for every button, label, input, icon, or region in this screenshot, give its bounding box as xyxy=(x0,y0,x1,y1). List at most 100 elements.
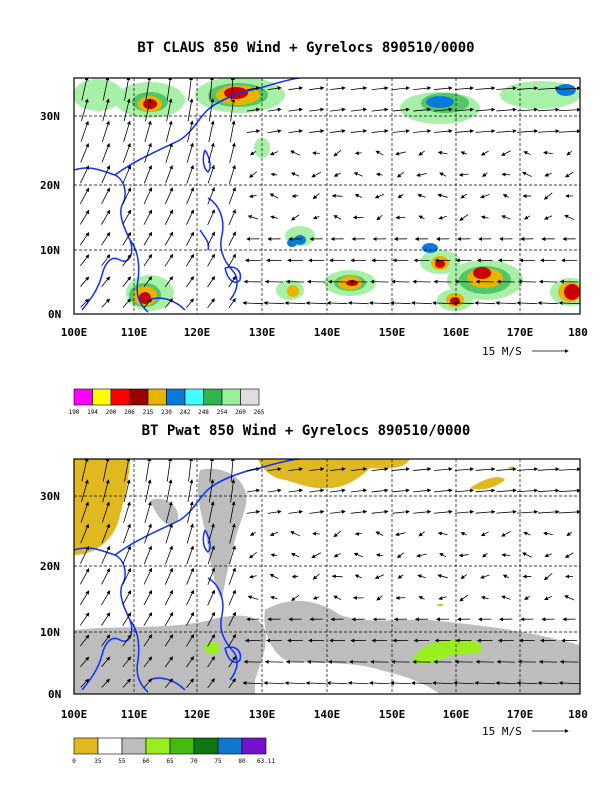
wind-vector xyxy=(413,129,432,134)
wind-vector xyxy=(228,298,236,309)
wind-vector xyxy=(187,98,194,122)
colorbar-swatch xyxy=(147,388,167,406)
wind-vector xyxy=(475,467,496,472)
wind-vector xyxy=(188,459,193,482)
wind-vector xyxy=(242,300,264,305)
wind-vector xyxy=(79,232,90,246)
wind-vector xyxy=(123,98,131,122)
wind-vector xyxy=(207,298,215,309)
wind-vector xyxy=(80,501,89,523)
wind-vector xyxy=(101,298,111,308)
wind-vector xyxy=(434,467,453,472)
wind-vector xyxy=(480,595,489,600)
wind-vector xyxy=(330,488,346,493)
wind-vector xyxy=(417,193,426,198)
wind-vector xyxy=(124,459,131,482)
colorbar-label: 190 xyxy=(69,409,80,416)
wind-vector xyxy=(395,532,406,537)
wind-vector xyxy=(371,86,389,91)
wind-vector xyxy=(416,173,427,177)
wind-vector xyxy=(165,164,173,184)
wind-vector xyxy=(288,509,304,514)
wind-vector xyxy=(516,681,538,686)
wind-vector xyxy=(432,300,453,305)
wind-vector xyxy=(246,509,261,514)
wind-vector xyxy=(122,523,131,544)
wind-vector xyxy=(543,531,553,536)
wind-vector xyxy=(453,300,475,305)
lon-label: 130E xyxy=(249,708,276,721)
colorbar-label: 254 xyxy=(217,409,228,416)
wind-vector xyxy=(228,209,236,226)
wind-vector xyxy=(144,523,152,544)
wind-vector xyxy=(143,656,153,668)
wind-vector xyxy=(544,172,552,177)
wind-vector xyxy=(123,501,131,523)
wind-vector xyxy=(269,151,279,156)
wind-vector xyxy=(143,165,152,184)
wind-vector xyxy=(208,479,215,503)
wind-vector xyxy=(122,545,131,564)
wind-vector xyxy=(164,276,174,288)
wind-vector xyxy=(229,501,236,524)
wind-vector xyxy=(480,531,489,537)
wind-vector xyxy=(371,467,389,472)
wind-vector xyxy=(102,78,110,101)
wind-vector xyxy=(330,129,346,134)
wind-vector xyxy=(186,567,194,585)
wind-vector xyxy=(496,467,517,472)
lon-label: 170E xyxy=(507,708,534,721)
wind-vector xyxy=(228,678,236,689)
wind-vector xyxy=(185,611,194,627)
wind-vector xyxy=(122,590,132,606)
colorbar-swatch xyxy=(73,388,93,406)
wind-vector xyxy=(354,194,362,198)
colorbar-swatch xyxy=(110,388,130,406)
wind-vector xyxy=(228,231,236,246)
wind-vector xyxy=(517,509,539,514)
panel-2-lon-labels: 100E 110E 120E 130E 140E 150E 160E 170E … xyxy=(61,708,588,721)
wind-vector xyxy=(291,193,299,198)
wind-vector xyxy=(80,276,90,287)
lat-label: 10N xyxy=(40,244,60,257)
colorbar-label: 260 xyxy=(235,409,246,416)
wind-vector xyxy=(207,275,215,288)
wind-vector xyxy=(496,488,517,493)
wind-vector xyxy=(397,194,404,199)
wind-vector xyxy=(475,86,496,91)
wind-vector xyxy=(247,215,259,220)
wind-vector xyxy=(246,467,261,472)
wind-vector xyxy=(166,98,173,122)
wind-vector xyxy=(439,553,447,558)
wind-vector xyxy=(228,275,236,288)
wind-vector xyxy=(291,214,300,221)
wind-vector xyxy=(564,214,575,220)
colorbar-swatch xyxy=(92,388,112,406)
wind-vector xyxy=(101,656,111,668)
wind-vector xyxy=(208,142,215,163)
colorbar-swatch xyxy=(97,737,123,755)
wind-vector xyxy=(269,193,279,199)
wind-vector xyxy=(122,298,131,308)
wind-vector xyxy=(522,171,532,178)
wind-vector xyxy=(312,573,320,580)
wind-vector xyxy=(230,459,235,482)
wind-vector xyxy=(80,545,90,564)
wind-vector xyxy=(164,187,173,205)
wind-vector xyxy=(501,531,511,537)
lon-label: 180 xyxy=(568,708,588,721)
wind-vector xyxy=(437,574,448,579)
wind-vector xyxy=(229,142,236,163)
lat-label: 10N xyxy=(40,626,60,639)
wind-vector xyxy=(143,678,152,688)
wind-vector xyxy=(290,531,301,537)
wind-vector xyxy=(80,165,90,184)
wind-vector xyxy=(474,300,496,305)
wind-vector xyxy=(208,120,215,143)
wind-vector xyxy=(482,552,488,558)
wind-vector xyxy=(208,501,215,523)
wind-vector xyxy=(309,509,325,514)
panel-2-shading-gray xyxy=(74,468,580,694)
wind-vector xyxy=(267,107,282,112)
colorbar-label: 248 xyxy=(198,409,209,416)
